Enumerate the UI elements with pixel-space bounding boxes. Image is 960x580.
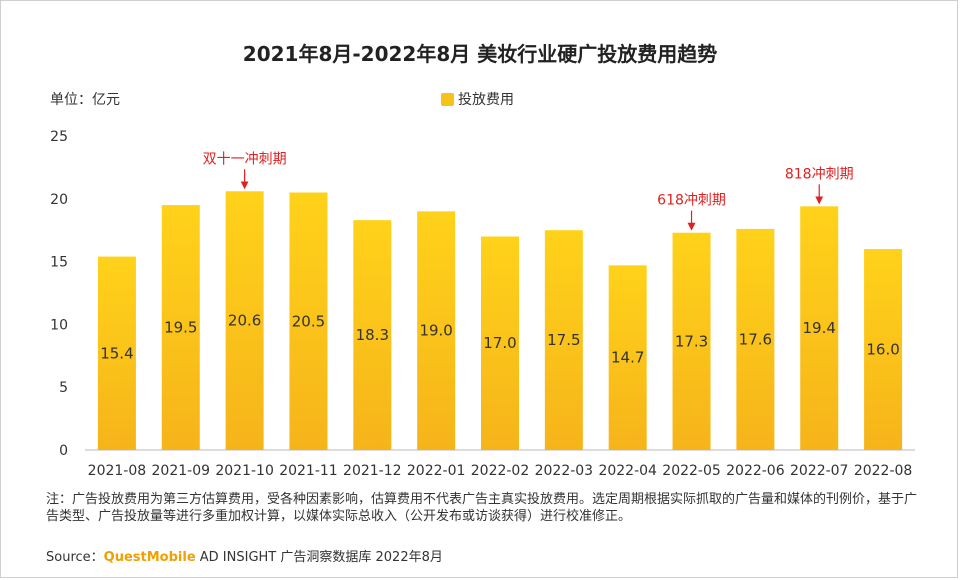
bar (353, 220, 392, 450)
x-tick-label: 2021-10 (215, 463, 274, 479)
x-tick-label: 2022-07 (790, 463, 849, 479)
bar-data-label: 19.0 (419, 322, 452, 340)
annotation-label: 818冲刺期 (785, 166, 854, 182)
x-tick-label: 2022-03 (535, 463, 594, 479)
y-tick-label: 20 (50, 192, 68, 208)
bar (608, 265, 647, 450)
bar-data-label: 17.5 (547, 331, 580, 349)
chart-title: 2021年8月-2022年8月 美妆行业硬广投放费用趋势 (242, 42, 718, 66)
x-tick-label: 2022-05 (662, 463, 721, 479)
bar-data-label: 17.0 (483, 334, 516, 352)
bar-data-label: 19.4 (803, 319, 836, 337)
bar-data-label: 19.5 (164, 319, 197, 337)
bar-data-label: 15.4 (100, 344, 133, 362)
bar (481, 236, 519, 450)
bar-data-label: 17.3 (675, 332, 708, 350)
x-tick-label: 2022-06 (726, 463, 785, 479)
bar (736, 228, 775, 450)
bar (225, 191, 264, 451)
bar-data-label: 20.6 (228, 312, 261, 330)
y-tick-label: 0 (59, 443, 68, 459)
bar (544, 230, 583, 450)
x-tick-label: 2022-08 (854, 463, 913, 479)
x-tick-label: 2021-11 (279, 463, 338, 479)
bar (672, 232, 711, 450)
legend-label: 投放费用 (458, 92, 514, 108)
bar (97, 256, 136, 450)
x-tick-label: 2021-09 (152, 463, 211, 479)
bar (417, 211, 456, 450)
y-tick-label: 15 (50, 255, 68, 271)
unit-label: 单位：亿元 (50, 92, 120, 108)
bar (289, 192, 328, 450)
y-tick-label: 10 (50, 317, 68, 333)
x-tick-label: 2021-08 (88, 463, 147, 479)
x-tick-label: 2022-04 (598, 463, 657, 479)
source-line: Source：QuestMobile AD INSIGHT 广告洞察数据库 20… (46, 546, 443, 565)
legend-swatch (441, 92, 454, 106)
bar-data-label: 17.6 (739, 330, 772, 348)
source-prefix: Source： (46, 550, 104, 565)
y-tick-label: 25 (50, 129, 68, 145)
x-tick-label: 2022-02 (471, 463, 530, 479)
bar-data-label: 16.0 (866, 341, 899, 359)
legend: 投放费用 (441, 89, 514, 109)
bar (800, 206, 839, 450)
x-tick-label: 2022-01 (407, 463, 466, 479)
bar-data-label: 14.7 (611, 349, 644, 367)
footnote: 注：广告投放费用为第三方估算费用，受各种因素影响，估算费用不代表广告主真实投放费… (46, 492, 918, 524)
source-brand: QuestMobile (103, 550, 196, 565)
bar-data-label: 18.3 (356, 326, 389, 344)
bar (161, 205, 200, 450)
bar-data-label: 20.5 (292, 312, 325, 330)
bar (864, 249, 903, 450)
annotation-label: 618冲刺期 (657, 193, 726, 209)
y-tick-label: 5 (59, 380, 68, 396)
source-rest: AD INSIGHT 广告洞察数据库 2022年8月 (195, 550, 443, 565)
annotation-label: 双十一冲刺期 (203, 151, 287, 167)
x-tick-label: 2021-12 (343, 463, 402, 479)
